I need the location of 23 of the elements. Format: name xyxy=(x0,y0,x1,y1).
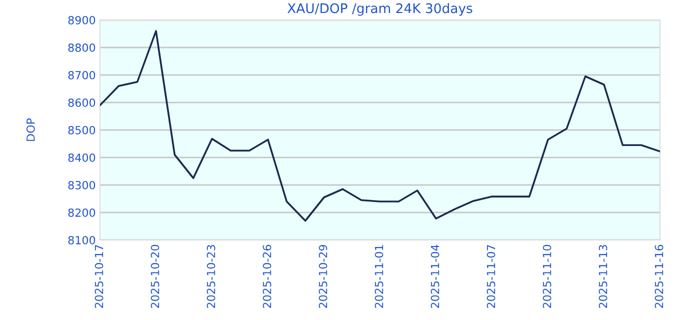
x-tick-label: 2025-11-13 xyxy=(598,245,608,308)
y-axis-title: DOP xyxy=(26,118,35,141)
x-tick-label: 2025-10-29 xyxy=(318,244,328,308)
x-tick-label: 2025-11-04 xyxy=(430,244,440,308)
y-tick-label: 8700 xyxy=(68,70,96,80)
y-tick-label: 8800 xyxy=(68,43,96,52)
x-tick-label: 2025-10-23 xyxy=(206,245,216,308)
x-tick-label: 2025-10-20 xyxy=(150,244,160,308)
y-tick-label: 8200 xyxy=(68,208,96,217)
y-tick-label: 8900 xyxy=(68,16,96,24)
y-tick-label: 8100 xyxy=(68,236,96,244)
y-tick-label: 8400 xyxy=(68,153,96,162)
x-tick-label: 2025-10-17 xyxy=(94,245,104,308)
x-tick-label: 2025-11-07 xyxy=(486,245,496,308)
y-tick-label: 8600 xyxy=(68,98,96,107)
chart-title: XAU/DOP /gram 24K 30days xyxy=(287,3,472,16)
y-tick-label: 8300 xyxy=(68,180,96,190)
line-series xyxy=(100,30,660,222)
x-tick-label: 2025-11-10 xyxy=(542,244,552,308)
x-tick-label: 2025-11-16 xyxy=(654,244,664,308)
x-tick-label: 2025-11-01 xyxy=(374,245,384,308)
y-tick-label: 8500 xyxy=(68,126,96,134)
x-tick-label: 2025-10-26 xyxy=(262,244,272,308)
